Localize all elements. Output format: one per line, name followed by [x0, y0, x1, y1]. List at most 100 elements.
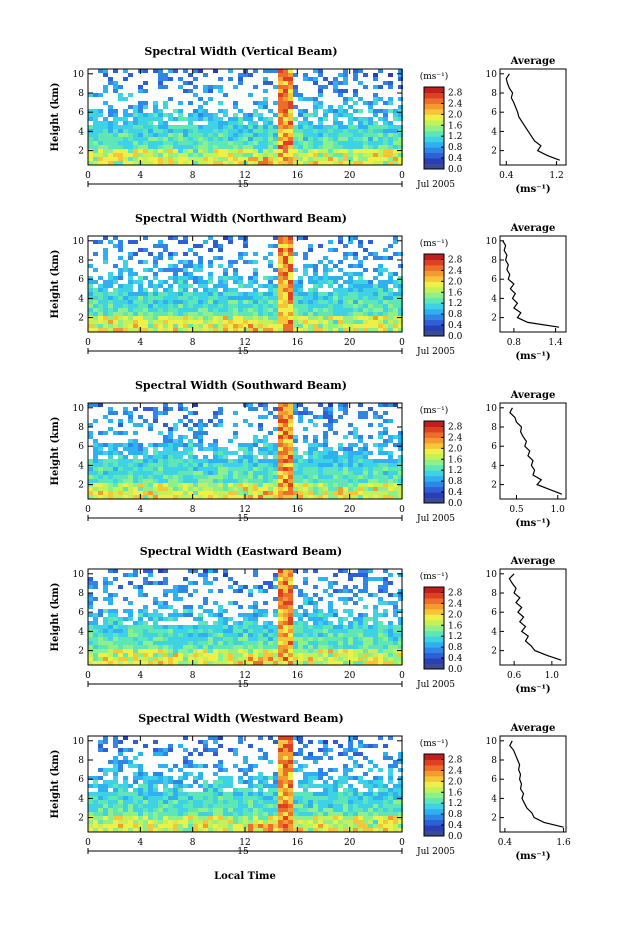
heatmap-cell — [318, 85, 323, 89]
heatmap-cell — [253, 443, 258, 447]
heatmap-cell — [343, 597, 348, 601]
heatmap-cell — [333, 645, 338, 649]
heatmap-cell — [138, 105, 143, 109]
heatmap-cell — [93, 597, 98, 601]
heatmap-cell — [328, 248, 333, 252]
heatmap-cell — [263, 443, 268, 447]
date-label: Jul 2005 — [416, 180, 455, 190]
heatmap-cell — [398, 125, 403, 129]
heatmap-cell — [288, 419, 293, 423]
heatmap-cell — [388, 403, 393, 407]
heatmap-cell — [333, 661, 338, 665]
heatmap-cell — [283, 113, 288, 117]
heatmap-cell — [198, 459, 203, 463]
heatmap-cell — [173, 641, 178, 645]
profile-y-tick-label: 6 — [491, 108, 497, 118]
heatmap-cell — [273, 573, 278, 577]
heatmap-cell — [123, 431, 128, 435]
heatmap-cell — [358, 463, 363, 467]
heatmap-cell — [128, 820, 133, 824]
heatmap-cell — [373, 145, 378, 149]
heatmap-cell — [258, 613, 263, 617]
heatmap-cell — [213, 780, 218, 784]
heatmap-cell — [228, 475, 233, 479]
heatmap-cell — [143, 320, 148, 324]
heatmap-cell — [108, 304, 113, 308]
heatmap-cell — [223, 113, 228, 117]
heatmap-cell — [253, 661, 258, 665]
date-tick-label: 15 — [237, 180, 249, 190]
heatmap-cell — [208, 629, 213, 633]
heatmap-cell — [383, 312, 388, 316]
heatmap-cell — [233, 411, 238, 415]
heatmap-cell — [233, 491, 238, 495]
heatmap-cell — [148, 776, 153, 780]
heatmap-cell — [398, 637, 403, 641]
heatmap-cell — [198, 256, 203, 260]
heatmap-cell — [163, 804, 168, 808]
heatmap-cell — [238, 125, 243, 129]
heatmap-cell — [353, 573, 358, 577]
heatmap-cell — [158, 431, 163, 435]
heatmap-cell — [258, 487, 263, 491]
heatmap-cell — [158, 81, 163, 85]
heatmap-cell — [198, 97, 203, 101]
heatmap-cell — [163, 137, 168, 141]
heatmap-cell — [383, 475, 388, 479]
heatmap-cell — [303, 487, 308, 491]
heatmap-cell — [233, 145, 238, 149]
heatmap-cell — [273, 244, 278, 248]
heatmap-cell — [198, 145, 203, 149]
heatmap-cell — [253, 649, 258, 653]
heatmap-cell — [238, 129, 243, 133]
heatmap-cell — [363, 149, 368, 153]
heatmap-cell — [213, 133, 218, 137]
heatmap-cell — [128, 113, 133, 117]
heatmap-cell — [138, 260, 143, 264]
heatmap-cell — [113, 467, 118, 471]
heatmap-cell — [148, 117, 153, 121]
heatmap-cell — [93, 824, 98, 828]
heatmap-cell — [98, 276, 103, 280]
heatmap-cell — [203, 240, 208, 244]
heatmap-cell — [353, 284, 358, 288]
heatmap-cell — [168, 649, 173, 653]
heatmap-cell — [183, 260, 188, 264]
colorbar-tick-label: 0.8 — [448, 143, 463, 153]
heatmap-cell — [308, 443, 313, 447]
heatmap-cell — [208, 117, 213, 121]
heatmap-cell — [333, 125, 338, 129]
heatmap-cell — [93, 316, 98, 320]
heatmap-cell — [133, 820, 138, 824]
heatmap-cell — [303, 73, 308, 77]
heatmap-cell — [348, 149, 353, 153]
heatmap-cell — [378, 447, 383, 451]
heatmap-cell — [108, 804, 113, 808]
heatmap-cell — [273, 268, 278, 272]
heatmap-cell — [153, 109, 158, 113]
heatmap-cell — [333, 487, 338, 491]
heatmap-cell — [253, 85, 258, 89]
heatmap-cell — [173, 427, 178, 431]
heatmap-cell — [213, 467, 218, 471]
heatmap-cell — [113, 125, 118, 129]
heatmap-cell — [223, 491, 228, 495]
heatmap-cell — [283, 320, 288, 324]
heatmap-cell — [208, 272, 213, 276]
heatmap-cell — [138, 312, 143, 316]
heatmap-cell — [143, 288, 148, 292]
heatmap-cell — [383, 280, 388, 284]
heatmap-cell — [98, 129, 103, 133]
heatmap-cell — [123, 637, 128, 641]
heatmap-cell — [88, 328, 93, 332]
heatmap-cell — [363, 316, 368, 320]
heatmap-cell — [393, 605, 398, 609]
heatmap-cell — [273, 415, 278, 419]
heatmap-cell — [228, 121, 233, 125]
heatmap-cell — [98, 796, 103, 800]
heatmap-cell — [138, 641, 143, 645]
heatmap-cell — [303, 137, 308, 141]
heatmap-cell — [353, 435, 358, 439]
heatmap-cell — [213, 240, 218, 244]
heatmap-cell — [233, 300, 238, 304]
